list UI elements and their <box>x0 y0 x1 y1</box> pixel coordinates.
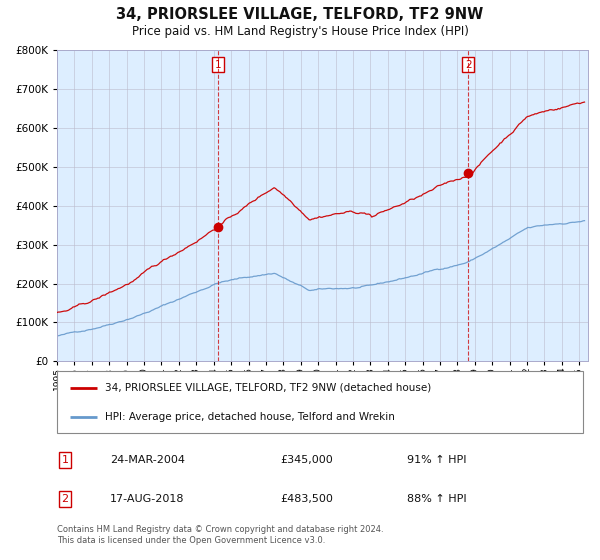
Text: 34, PRIORSLEE VILLAGE, TELFORD, TF2 9NW: 34, PRIORSLEE VILLAGE, TELFORD, TF2 9NW <box>116 7 484 22</box>
Text: Contains HM Land Registry data © Crown copyright and database right 2024.
This d: Contains HM Land Registry data © Crown c… <box>57 525 383 545</box>
Text: 17-AUG-2018: 17-AUG-2018 <box>110 494 185 504</box>
Text: 24-MAR-2004: 24-MAR-2004 <box>110 455 185 465</box>
Text: 2: 2 <box>465 60 472 70</box>
Text: 91% ↑ HPI: 91% ↑ HPI <box>407 455 467 465</box>
Text: 2: 2 <box>61 494 68 504</box>
FancyBboxPatch shape <box>57 371 583 433</box>
Text: 1: 1 <box>61 455 68 465</box>
Text: Price paid vs. HM Land Registry's House Price Index (HPI): Price paid vs. HM Land Registry's House … <box>131 25 469 38</box>
Text: £345,000: £345,000 <box>280 455 333 465</box>
Text: 88% ↑ HPI: 88% ↑ HPI <box>407 494 467 504</box>
Text: £483,500: £483,500 <box>280 494 333 504</box>
Text: 1: 1 <box>214 60 221 70</box>
Text: 34, PRIORSLEE VILLAGE, TELFORD, TF2 9NW (detached house): 34, PRIORSLEE VILLAGE, TELFORD, TF2 9NW … <box>105 382 431 393</box>
Text: HPI: Average price, detached house, Telford and Wrekin: HPI: Average price, detached house, Telf… <box>105 412 395 422</box>
